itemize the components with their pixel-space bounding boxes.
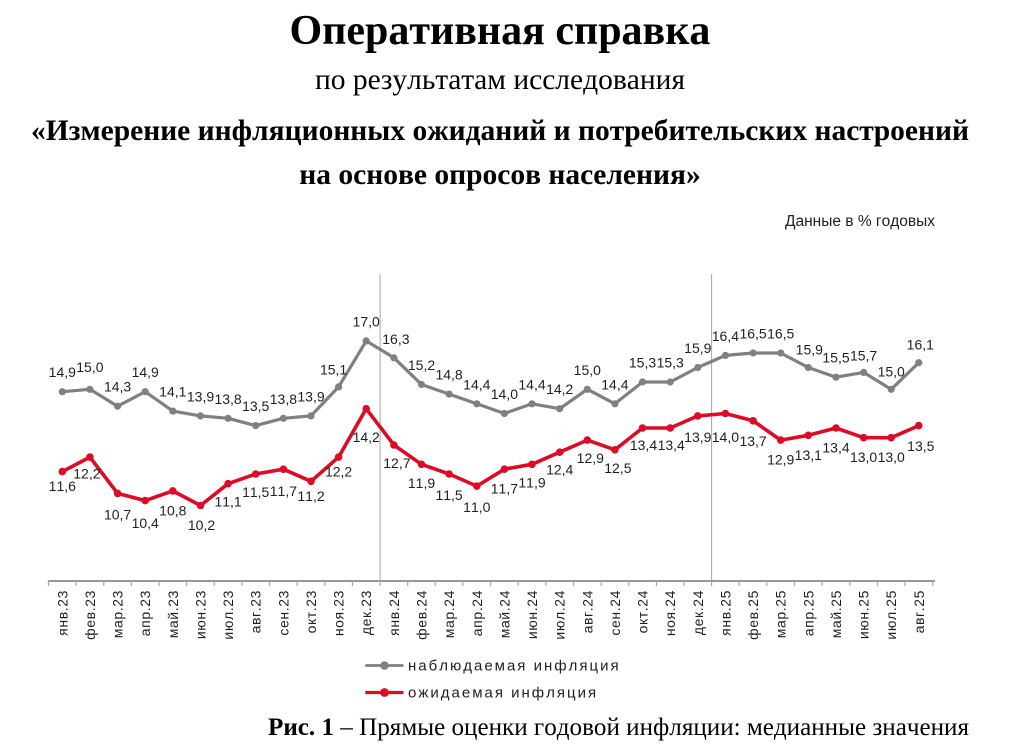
svg-text:янв.24: янв.24 [386, 590, 402, 636]
svg-text:15,7: 15,7 [850, 347, 877, 363]
svg-text:15,0: 15,0 [574, 362, 601, 378]
svg-text:16,1: 16,1 [907, 337, 934, 353]
svg-text:ожидаемая инфляция: ожидаемая инфляция [408, 685, 598, 702]
svg-text:сен.23: сен.23 [275, 590, 291, 636]
svg-text:13,9: 13,9 [187, 388, 214, 404]
svg-text:апр.23: апр.23 [137, 590, 153, 636]
svg-text:14,4: 14,4 [463, 376, 490, 392]
svg-text:11,7: 11,7 [491, 481, 518, 497]
svg-text:май.23: май.23 [165, 590, 181, 638]
svg-text:ноя.24: ноя.24 [662, 590, 678, 636]
svg-text:15,3: 15,3 [629, 355, 656, 371]
svg-text:15,5: 15,5 [822, 350, 849, 366]
svg-text:14,9: 14,9 [132, 364, 159, 380]
svg-text:янв.23: янв.23 [54, 590, 70, 636]
svg-text:15,9: 15,9 [684, 340, 711, 356]
svg-text:июн.23: июн.23 [193, 590, 209, 639]
svg-text:15,0: 15,0 [878, 363, 905, 379]
svg-text:сен.24: сен.24 [607, 590, 623, 636]
svg-text:12,2: 12,2 [73, 466, 100, 482]
svg-text:12,2: 12,2 [325, 464, 352, 480]
svg-text:мар.25: мар.25 [773, 590, 789, 638]
svg-text:13,8: 13,8 [214, 391, 241, 407]
svg-text:16,5: 16,5 [767, 326, 794, 342]
svg-text:июн.25: июн.25 [856, 590, 872, 639]
svg-text:12,7: 12,7 [383, 455, 410, 471]
svg-text:13,9: 13,9 [684, 429, 711, 445]
svg-text:11,2: 11,2 [297, 488, 324, 504]
svg-text:14,4: 14,4 [601, 376, 628, 392]
svg-text:апр.25: апр.25 [800, 590, 816, 636]
svg-text:мар.24: мар.24 [441, 590, 457, 638]
svg-text:12,5: 12,5 [604, 460, 631, 476]
svg-text:июн.24: июн.24 [524, 590, 540, 639]
svg-text:14,0: 14,0 [712, 429, 739, 445]
svg-text:апр.24: апр.24 [469, 590, 485, 636]
svg-text:наблюдаемая инфляция: наблюдаемая инфляция [408, 658, 621, 675]
svg-text:10,8: 10,8 [159, 503, 186, 519]
svg-text:13,0: 13,0 [878, 449, 905, 465]
svg-text:11,6: 11,6 [49, 478, 76, 494]
svg-text:окт.24: окт.24 [635, 590, 651, 633]
svg-text:14,3: 14,3 [104, 379, 131, 395]
svg-text:13,5: 13,5 [907, 438, 934, 454]
svg-text:авг.25: авг.25 [911, 590, 927, 633]
svg-text:15,3: 15,3 [657, 355, 684, 371]
svg-text:13,1: 13,1 [795, 447, 822, 463]
svg-text:15,1: 15,1 [320, 361, 347, 377]
svg-text:14,2: 14,2 [546, 381, 573, 397]
svg-text:мар.23: мар.23 [110, 590, 126, 638]
svg-text:12,9: 12,9 [767, 452, 794, 468]
svg-text:13,8: 13,8 [270, 391, 297, 407]
svg-text:16,4: 16,4 [712, 328, 739, 344]
svg-text:окт.23: окт.23 [303, 590, 319, 633]
svg-text:14,4: 14,4 [518, 376, 545, 392]
svg-text:июл.23: июл.23 [220, 590, 236, 640]
svg-text:дек.24: дек.24 [690, 590, 706, 635]
svg-text:10,2: 10,2 [188, 517, 215, 533]
svg-text:ноя.23: ноя.23 [331, 590, 347, 636]
svg-text:фев.25: фев.25 [745, 590, 761, 640]
svg-text:14,2: 14,2 [353, 429, 380, 445]
svg-text:май.25: май.25 [828, 590, 844, 638]
svg-text:12,9: 12,9 [577, 450, 604, 466]
svg-text:фев.23: фев.23 [82, 590, 98, 640]
svg-text:11,0: 11,0 [463, 499, 490, 515]
svg-text:15,2: 15,2 [408, 357, 435, 373]
svg-text:16,3: 16,3 [382, 331, 409, 347]
svg-text:дек.23: дек.23 [358, 590, 374, 635]
svg-text:авг.23: авг.23 [248, 590, 264, 633]
svg-text:янв.25: янв.25 [717, 590, 733, 636]
svg-text:13,0: 13,0 [850, 449, 877, 465]
svg-text:13,7: 13,7 [739, 433, 766, 449]
svg-text:май.24: май.24 [496, 590, 512, 638]
svg-text:13,4: 13,4 [658, 437, 685, 453]
svg-text:11,9: 11,9 [518, 474, 545, 490]
svg-text:авг.24: авг.24 [579, 590, 595, 633]
svg-text:14,8: 14,8 [435, 367, 462, 383]
svg-text:11,5: 11,5 [435, 487, 462, 503]
svg-text:фев.24: фев.24 [414, 590, 430, 640]
svg-text:13,4: 13,4 [630, 437, 657, 453]
svg-text:13,4: 13,4 [822, 440, 849, 456]
svg-text:16,5: 16,5 [739, 326, 766, 342]
svg-text:13,9: 13,9 [297, 388, 324, 404]
svg-text:14,1: 14,1 [159, 384, 186, 400]
svg-text:10,4: 10,4 [132, 515, 159, 531]
svg-text:14,9: 14,9 [49, 364, 76, 380]
svg-text:11,7: 11,7 [270, 483, 297, 499]
svg-text:июл.25: июл.25 [883, 590, 899, 640]
svg-text:12,4: 12,4 [546, 462, 573, 478]
svg-text:14,0: 14,0 [491, 386, 518, 402]
svg-text:11,1: 11,1 [214, 493, 241, 509]
svg-text:10,7: 10,7 [104, 506, 131, 522]
svg-text:11,5: 11,5 [242, 484, 269, 500]
svg-text:15,9: 15,9 [796, 342, 823, 358]
svg-text:13,5: 13,5 [242, 398, 269, 414]
svg-text:17,0: 17,0 [353, 313, 380, 329]
svg-text:июл.24: июл.24 [552, 590, 568, 640]
svg-text:15,0: 15,0 [76, 359, 103, 375]
svg-text:11,9: 11,9 [408, 475, 435, 491]
